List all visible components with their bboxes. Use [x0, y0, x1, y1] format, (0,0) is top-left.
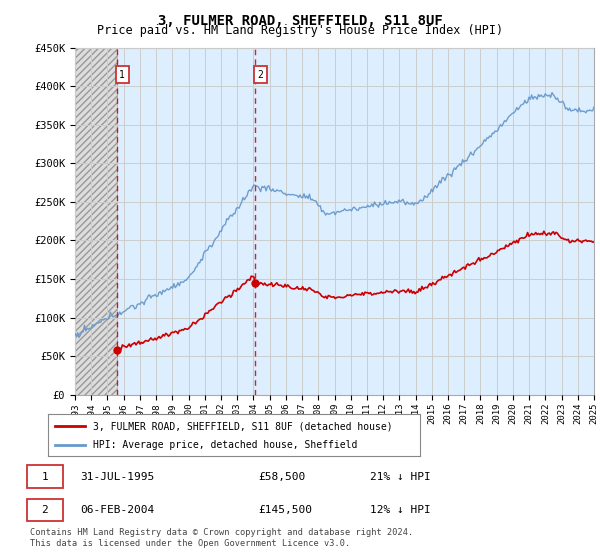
Text: 12% ↓ HPI: 12% ↓ HPI: [370, 505, 431, 515]
Text: £145,500: £145,500: [259, 505, 313, 515]
FancyBboxPatch shape: [27, 465, 63, 488]
Text: 1: 1: [119, 69, 125, 80]
Text: 1: 1: [41, 472, 48, 482]
Text: £58,500: £58,500: [259, 472, 305, 482]
Text: 3, FULMER ROAD, SHEFFIELD, S11 8UF (detached house): 3, FULMER ROAD, SHEFFIELD, S11 8UF (deta…: [92, 421, 392, 431]
Bar: [75, 48, 117, 395]
Text: 2: 2: [41, 505, 48, 515]
Text: 06-FEB-2004: 06-FEB-2004: [80, 505, 154, 515]
Text: Contains HM Land Registry data © Crown copyright and database right 2024.
This d: Contains HM Land Registry data © Crown c…: [30, 528, 413, 548]
Text: 21% ↓ HPI: 21% ↓ HPI: [370, 472, 431, 482]
Text: HPI: Average price, detached house, Sheffield: HPI: Average price, detached house, Shef…: [92, 440, 357, 450]
Text: 31-JUL-1995: 31-JUL-1995: [80, 472, 154, 482]
Text: 2: 2: [257, 69, 263, 80]
Text: Price paid vs. HM Land Registry's House Price Index (HPI): Price paid vs. HM Land Registry's House …: [97, 24, 503, 37]
FancyBboxPatch shape: [27, 499, 63, 521]
Text: 3, FULMER ROAD, SHEFFIELD, S11 8UF: 3, FULMER ROAD, SHEFFIELD, S11 8UF: [158, 14, 442, 28]
